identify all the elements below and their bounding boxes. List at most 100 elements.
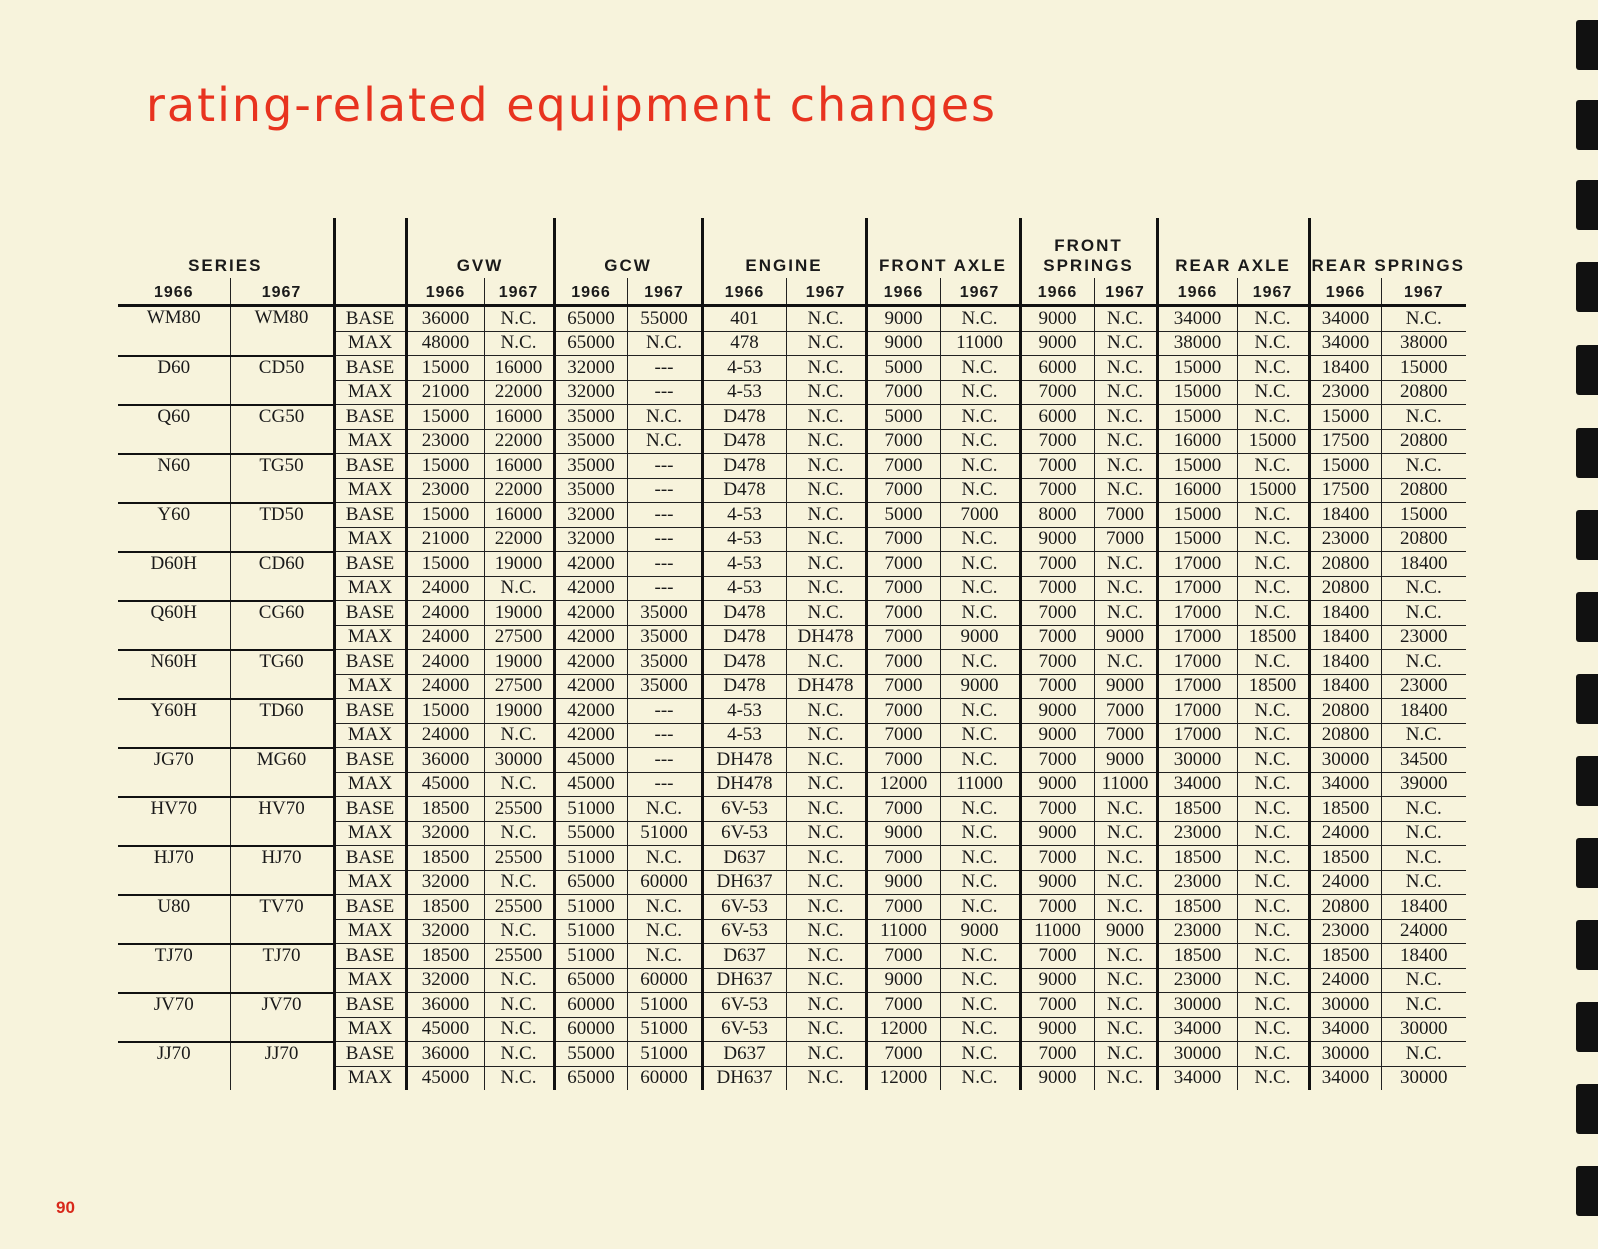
rear-springs-1966-cell: 20800 <box>1307 894 1381 920</box>
engine-1966-cell: 6V-53 <box>700 796 786 822</box>
front-springs-1966-cell: 9000 <box>1018 305 1094 332</box>
front-springs-1966-cell: 7000 <box>1018 894 1094 920</box>
header-years-row: 1966 1967 1966 1967 1966 1967 1966 1967 … <box>118 278 1466 307</box>
rear-axle-1967-cell: N.C. <box>1236 551 1309 577</box>
rear-axle-1966-cell: 15000 <box>1155 453 1237 479</box>
gcw-1966-cell: 32000 <box>552 527 627 552</box>
rating-class-cell: MAX <box>332 1017 406 1042</box>
rear-axle-1966-cell: 30000 <box>1155 1041 1237 1067</box>
engine-1967-cell: N.C. <box>785 698 866 724</box>
front-axle-1966-cell: 7000 <box>864 1041 940 1067</box>
table-row: MAX 24000 N.C. 42000 --- 4-53 N.C. 7000 N.C. 7000… <box>118 576 1466 602</box>
front-springs-1966-cell: 7000 <box>1018 600 1094 626</box>
front-axle-1967-cell: N.C. <box>939 698 1020 724</box>
gvw-1966-cell: 15000 <box>404 502 484 528</box>
index-tab <box>1576 756 1598 806</box>
header-front-springs: FRONT SPRINGS <box>1018 218 1157 278</box>
front-axle-1966-cell: 9000 <box>864 305 940 332</box>
gcw-1966-cell: 45000 <box>552 772 627 797</box>
gcw-1967-cell: 60000 <box>626 968 702 993</box>
series-1966-cell <box>118 331 230 357</box>
gcw-1966-cell: 55000 <box>552 821 627 846</box>
rear-axle-1966-cell: 18500 <box>1155 845 1237 871</box>
gvw-1966-cell: 24000 <box>404 674 484 699</box>
rear-axle-1967-cell: N.C. <box>1236 992 1309 1018</box>
index-tabs <box>1568 0 1598 1249</box>
front-springs-1966-cell: 7000 <box>1018 1041 1094 1067</box>
engine-1967-cell: DH478 <box>785 625 866 650</box>
gvw-1966-cell: 45000 <box>404 772 484 797</box>
index-tab <box>1576 262 1598 312</box>
gcw-1966-cell: 60000 <box>552 992 627 1018</box>
gvw-1967-cell: 19000 <box>483 649 554 675</box>
gcw-1966-cell: 51000 <box>552 796 627 822</box>
gvw-1967-cell: 25500 <box>483 894 554 920</box>
engine-1966-cell: DH637 <box>700 968 786 993</box>
front-axle-1966-cell: 7000 <box>864 674 940 699</box>
year-1966-label: 1966 <box>1307 278 1381 307</box>
front-axle-1966-cell: 7000 <box>864 894 940 920</box>
gcw-1966-cell: 51000 <box>552 845 627 871</box>
series-1966-cell: Q60H <box>150 601 197 623</box>
gvw-1966-cell: 24000 <box>404 649 484 675</box>
rear-springs-1967-cell: N.C. <box>1380 404 1466 430</box>
series-1967-cell: HJ70 <box>229 845 334 870</box>
gvw-1967-cell: N.C. <box>483 576 554 601</box>
front-springs-1966-cell: 9000 <box>1018 968 1094 993</box>
front-springs-1967-cell: N.C. <box>1093 1017 1157 1042</box>
table-row: MAX 24000 27500 42000 35000 D478 DH478 7000 9000… <box>118 674 1466 700</box>
gcw-1967-cell: 35000 <box>626 600 702 626</box>
front-springs-1967-cell: N.C. <box>1093 453 1157 479</box>
rear-axle-1966-cell: 17000 <box>1155 698 1237 724</box>
engine-1967-cell: N.C. <box>785 968 866 993</box>
header-front-axle: FRONT AXLE <box>864 218 1020 278</box>
rear-springs-1966-cell: 18500 <box>1307 943 1381 969</box>
series-1967-cell: JJ70 <box>229 1041 334 1066</box>
front-springs-1967-cell: N.C. <box>1093 576 1157 601</box>
gcw-1967-cell: 51000 <box>626 1041 702 1067</box>
rear-springs-1966-cell: 15000 <box>1307 453 1381 479</box>
engine-1966-cell: 4-53 <box>700 551 786 577</box>
rear-axle-1967-cell: 18500 <box>1236 625 1309 650</box>
series-1966-cell: D60H <box>150 552 197 574</box>
rear-axle-1966-cell: 34000 <box>1155 1066 1237 1090</box>
rear-springs-1967-cell: 20800 <box>1380 429 1466 454</box>
front-springs-1966-cell: 9000 <box>1018 331 1094 356</box>
year-1966-label: 1966 <box>864 278 940 307</box>
rear-axle-1967-cell: N.C. <box>1236 870 1309 895</box>
series-1967-cell <box>229 478 334 504</box>
rear-springs-1966-cell: 20800 <box>1307 551 1381 577</box>
header-group-row: SERIES GVW GCW ENGINE FRONT AXLE FRONT S… <box>118 218 1466 278</box>
rear-springs-1967-cell: N.C. <box>1380 796 1466 822</box>
gvw-1967-cell: 30000 <box>483 747 554 773</box>
engine-1966-cell: 4-53 <box>700 698 786 724</box>
front-springs-1966-cell: 9000 <box>1018 772 1094 797</box>
front-springs-1967-cell: N.C. <box>1093 943 1157 969</box>
index-tab <box>1576 920 1598 970</box>
year-1967-label: 1967 <box>626 278 702 307</box>
table-row: MAX 45000 N.C. 45000 --- DH478 N.C. 12000 11000 9… <box>118 772 1466 798</box>
engine-1966-cell: 4-53 <box>700 502 786 528</box>
front-axle-1966-cell: 7000 <box>864 723 940 748</box>
engine-1967-cell: DH478 <box>785 674 866 699</box>
rear-axle-1966-cell: 23000 <box>1155 821 1237 846</box>
engine-1966-cell: 6V-53 <box>700 894 786 920</box>
rear-springs-1966-cell: 24000 <box>1307 821 1381 846</box>
front-axle-1967-cell: 9000 <box>939 625 1020 650</box>
front-axle-1967-cell: N.C. <box>939 551 1020 577</box>
engine-1966-cell: DH637 <box>700 1066 786 1090</box>
series-1967-cell <box>229 674 334 700</box>
table-row: HV70 HV70 BASE 18500 25500 51000 N.C. 6V-53 N.C.… <box>118 796 1466 822</box>
gvw-1966-cell: 18500 <box>404 796 484 822</box>
front-axle-1967-cell: 9000 <box>939 919 1020 944</box>
front-springs-1966-cell: 7000 <box>1018 453 1094 479</box>
engine-1967-cell: N.C. <box>785 355 866 381</box>
rear-springs-1966-cell: 18400 <box>1307 502 1381 528</box>
gvw-1966-cell: 21000 <box>404 380 484 405</box>
rear-springs-1966-cell: 34000 <box>1307 772 1381 797</box>
table-row: MAX 32000 N.C. 55000 51000 6V-53 N.C. 9000 N.C. 9… <box>118 821 1466 847</box>
engine-1967-cell: N.C. <box>785 723 866 748</box>
front-axle-1966-cell: 7000 <box>864 429 940 454</box>
series-1967-cell: CD50 <box>229 355 334 380</box>
gcw-1967-cell: 35000 <box>626 649 702 675</box>
